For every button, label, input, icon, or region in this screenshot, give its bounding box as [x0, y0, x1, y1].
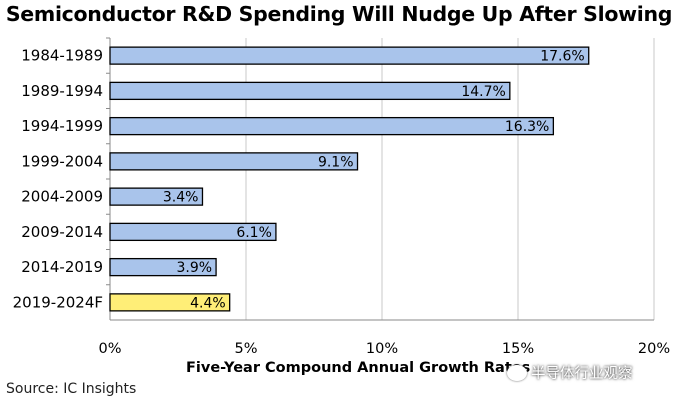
data-label: 6.1% [236, 225, 272, 241]
data-label: 9.1% [318, 154, 354, 170]
category-label: 2009-2014 [21, 223, 103, 241]
bar [109, 152, 359, 171]
x-tick-label: 10% [366, 341, 398, 357]
data-label: 3.4% [163, 190, 199, 206]
category-labels: 1984-1989 1989-1994 1994-1999 1999-2004 2004… [13, 47, 103, 312]
category-label: 2014-2019 [21, 258, 103, 276]
bar [109, 187, 204, 206]
category-label: 1994-1999 [21, 117, 103, 135]
source-note: Source: IC Insights [6, 381, 137, 397]
x-axis-label: Five-Year Compound Annual Growth Rates [186, 360, 531, 376]
data-labels: 17.6% 14.7% 16.3% 9.1% 3.4% 6.1% 3.9% 4.4% [163, 49, 585, 312]
category-label: 2004-2009 [21, 188, 103, 206]
tick-labels: 0% 5% 10% 15% 20% [98, 341, 670, 357]
chart-title: Semiconductor R&D Spending Will Nudge Up… [5, 2, 673, 26]
bar [109, 46, 590, 65]
category-label: 1989-1994 [21, 82, 103, 100]
x-tick-label: 20% [638, 341, 670, 357]
bar [109, 293, 231, 312]
axes [106, 37, 654, 321]
bar [109, 222, 277, 242]
data-label: 17.6% [540, 49, 584, 65]
gridlines [245, 38, 655, 320]
data-label: 16.3% [505, 119, 549, 135]
x-tick-label: 0% [98, 341, 121, 357]
bar [109, 116, 555, 136]
bars [109, 46, 590, 312]
data-label: 14.7% [461, 84, 505, 100]
wechat-icon [507, 364, 527, 381]
bar [109, 257, 217, 277]
category-label: 1999-2004 [21, 152, 103, 170]
category-label: 2019-2024F [13, 293, 103, 311]
data-label: 4.4% [190, 295, 226, 311]
data-label: 3.9% [177, 260, 213, 276]
x-tick-label: 5% [234, 341, 257, 357]
bar [109, 81, 511, 101]
x-tick-label: 15% [502, 341, 534, 357]
watermark-text: 半导体行业观察 [531, 366, 633, 382]
category-label: 1984-1989 [21, 47, 103, 65]
watermark: 半导体行业观察 [507, 362, 633, 383]
